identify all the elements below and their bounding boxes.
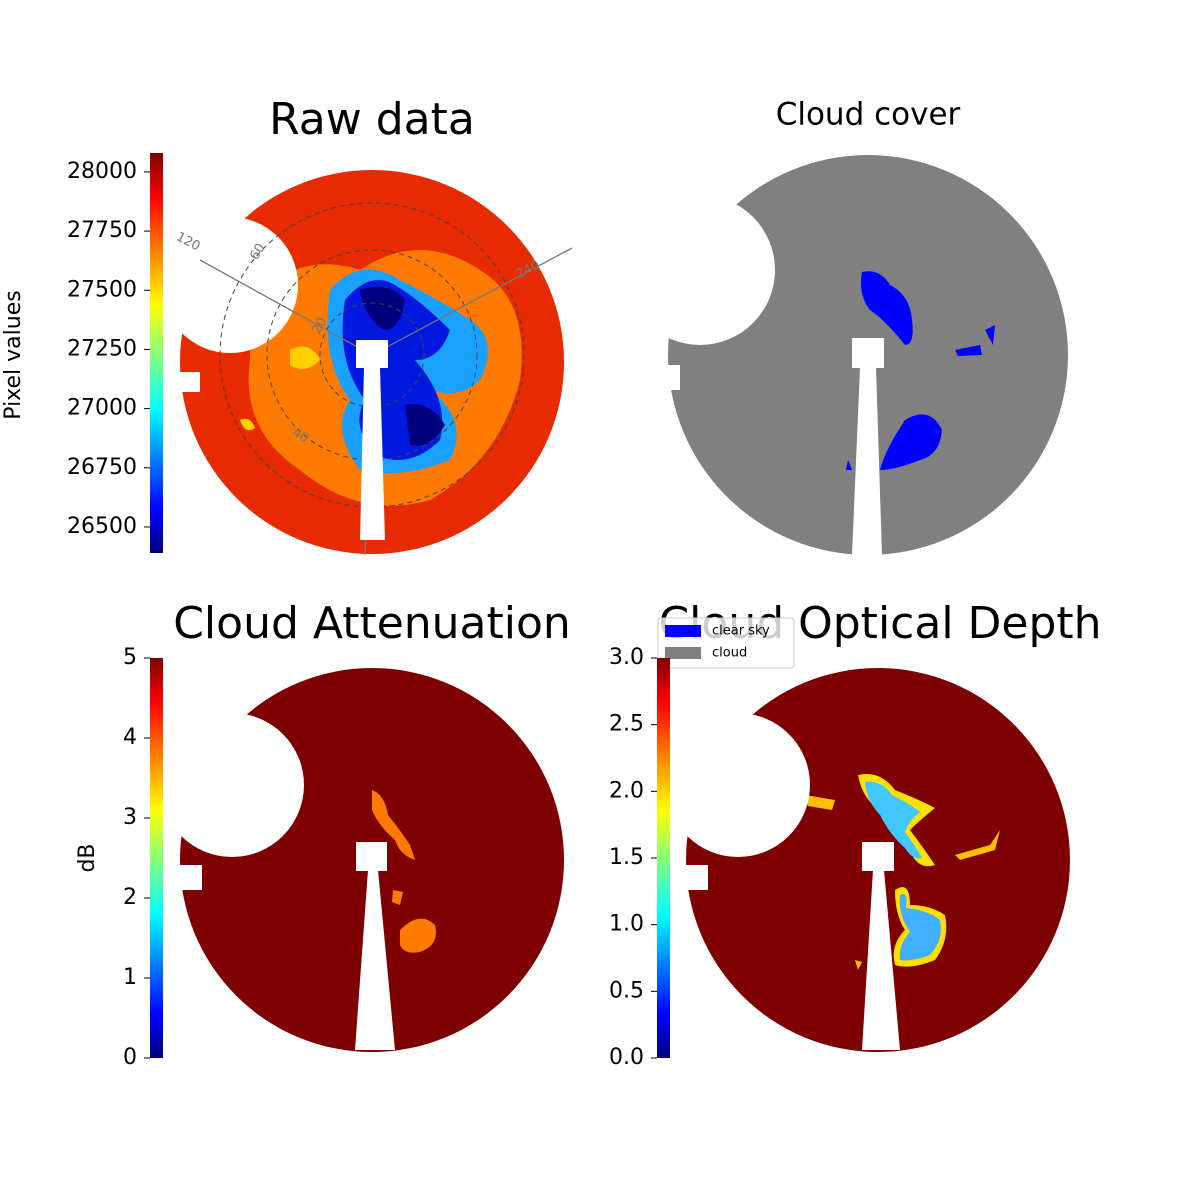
colorbar-tick-label: 1 xyxy=(123,965,137,990)
raw-image xyxy=(162,170,573,556)
colorbar-label: dB xyxy=(75,843,100,872)
colorbar-tick-label: 27750 xyxy=(67,218,137,243)
colorbar-tick-label: 0.0 xyxy=(609,1045,644,1070)
colorbar-tick-label: 5 xyxy=(123,645,137,670)
panel-title: Raw data xyxy=(269,94,475,145)
colorbar-tick-label: 26750 xyxy=(67,455,137,480)
polar-label: 60 xyxy=(247,241,268,263)
optical-depth-image xyxy=(666,668,1070,1052)
colorbar-tick-label: 27250 xyxy=(67,336,137,361)
colorbar-tick-label: 3.0 xyxy=(609,645,644,670)
colorbar-tick-label: 0.5 xyxy=(609,978,644,1003)
colorbar-tick-label: 2.5 xyxy=(609,712,644,737)
colorbar-tick-label: 2.0 xyxy=(609,778,644,803)
colorbar xyxy=(150,153,163,553)
legend-swatch xyxy=(665,625,701,637)
polar-label: 40 xyxy=(289,425,311,446)
legend-label: clear sky xyxy=(712,624,770,639)
colorbar xyxy=(150,658,163,1058)
colorbar-tick-label: 27500 xyxy=(67,277,137,302)
colorbar-tick-label: 3 xyxy=(123,805,137,830)
colorbar-tick-label: 27000 xyxy=(67,396,137,421)
legend-swatch xyxy=(665,647,701,659)
colorbar-tick-label: 28000 xyxy=(67,159,137,184)
cloud-cover-image xyxy=(625,155,1068,555)
colorbar-tick-label: 4 xyxy=(123,725,137,750)
colorbar xyxy=(657,658,670,1058)
colorbar-tick-label: 1.5 xyxy=(609,845,644,870)
colorbar-tick-label: 1.0 xyxy=(609,912,644,937)
panel-title: Cloud Attenuation xyxy=(173,598,571,649)
colorbar-tick-label: 2 xyxy=(123,885,137,910)
panel-title: Cloud cover xyxy=(776,97,961,133)
colorbar-tick-label: 26500 xyxy=(67,514,137,539)
colorbar-tick-label: 0 xyxy=(123,1045,137,1070)
colorbar-label: Pixel values xyxy=(1,290,26,419)
legend-label: cloud xyxy=(712,646,747,661)
attenuation-image xyxy=(160,668,564,1052)
polar-label: 20 xyxy=(309,315,330,337)
